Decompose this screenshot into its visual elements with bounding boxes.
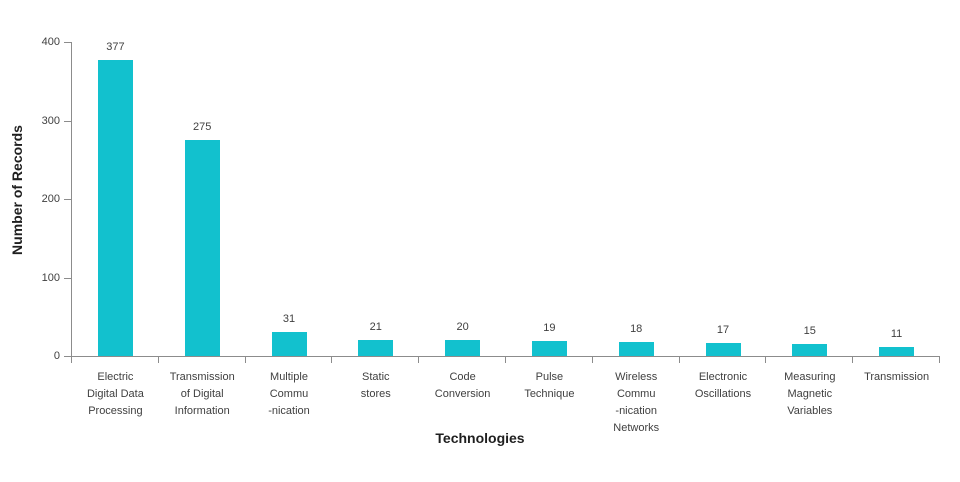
x-category-label-line: Variables bbox=[787, 405, 833, 417]
bar-value-label: 11 bbox=[890, 328, 903, 341]
bar-value-label: 275 bbox=[193, 121, 212, 134]
x-category-label-line: -nication bbox=[268, 405, 310, 417]
x-category-label: Electronic Oscillations bbox=[674, 369, 773, 403]
y-tick-label: 0 bbox=[53, 350, 60, 362]
x-category-label-line: Digital Data bbox=[86, 388, 144, 400]
x-tick-mark bbox=[244, 357, 246, 363]
x-axis-title: Technologies bbox=[435, 430, 525, 446]
y-tick-mark bbox=[64, 277, 71, 279]
y-tick-label: 300 bbox=[41, 114, 60, 127]
bar bbox=[792, 344, 828, 356]
bar-value-label: 20 bbox=[456, 321, 469, 334]
x-tick-mark bbox=[505, 357, 506, 363]
x-category-label: Transmission of Digital Information bbox=[153, 369, 252, 420]
y-tick-label: 200 bbox=[41, 193, 60, 205]
y-tick-mark bbox=[64, 120, 71, 122]
x-category-label-line: Information bbox=[174, 405, 230, 417]
bar bbox=[705, 342, 741, 356]
x-category-label-line: Transmission bbox=[864, 371, 930, 383]
x-category-label-line: Measuring bbox=[784, 371, 836, 383]
bar bbox=[184, 140, 220, 356]
x-category-label-line: Processing bbox=[88, 405, 143, 417]
x-category-label-line: Conversion bbox=[434, 388, 491, 400]
y-tick-mark bbox=[64, 199, 71, 200]
bar bbox=[445, 340, 481, 356]
x-category-label: Electric Digital Data Processing bbox=[66, 369, 165, 420]
x-category-label: Multiple Commu -nication bbox=[240, 369, 339, 420]
x-category-label-line: Transmission bbox=[169, 371, 235, 383]
x-category-label-line: -nication bbox=[615, 405, 657, 417]
bar bbox=[879, 347, 915, 356]
x-category-label-line: Code bbox=[449, 371, 476, 383]
bar bbox=[618, 341, 654, 356]
x-category-label: Measuring Magnetic Variables bbox=[760, 369, 859, 420]
x-category-label: Code Conversion bbox=[413, 369, 512, 403]
bar bbox=[97, 60, 133, 356]
y-tick-label: 400 bbox=[41, 36, 60, 48]
x-category-label-line: Oscillations bbox=[694, 388, 752, 400]
x-category-label-line: Multiple bbox=[270, 371, 308, 383]
bar bbox=[531, 341, 567, 356]
x-category-label-line: Magnetic bbox=[787, 388, 833, 400]
bar bbox=[358, 339, 394, 356]
y-tick-mark bbox=[64, 42, 71, 43]
y-tick-label: 100 bbox=[41, 271, 60, 284]
x-category-label-line: Commu bbox=[269, 388, 309, 400]
x-category-label: Pulse Technique bbox=[500, 369, 599, 403]
x-tick-mark bbox=[765, 357, 767, 363]
x-axis-line bbox=[71, 356, 940, 357]
x-category-label: Static stores bbox=[326, 369, 425, 403]
x-category-label-line: of Digital bbox=[180, 388, 224, 400]
bar-value-label: 377 bbox=[106, 41, 125, 54]
x-tick-mark bbox=[852, 357, 854, 363]
x-tick-mark bbox=[678, 357, 680, 363]
bar-value-label: 15 bbox=[803, 325, 816, 338]
x-tick-mark bbox=[418, 357, 420, 363]
x-category-label-line: Static bbox=[362, 371, 390, 383]
x-category-label-line: Networks bbox=[613, 422, 660, 434]
x-category-label-line: Technique bbox=[524, 388, 575, 400]
x-category-label-line: stores bbox=[360, 388, 391, 400]
y-tick-mark bbox=[64, 356, 71, 357]
bar-value-label: 19 bbox=[543, 322, 556, 335]
bar-value-label: 18 bbox=[630, 322, 643, 335]
x-category-label-line: Electronic bbox=[698, 371, 748, 383]
x-category-label: Wireless Commu -nication Networks bbox=[587, 369, 686, 437]
bar-value-label: 21 bbox=[369, 320, 382, 333]
x-tick-mark bbox=[939, 357, 940, 363]
x-tick-mark bbox=[157, 357, 159, 363]
bar bbox=[271, 331, 307, 356]
bar-value-label: 31 bbox=[282, 312, 296, 325]
x-category-label-line: Electric bbox=[97, 371, 134, 383]
y-axis-line bbox=[71, 42, 72, 356]
bar-value-label: 17 bbox=[716, 323, 730, 336]
x-category-label-line: Commu bbox=[616, 388, 656, 400]
x-category-label: Transmission bbox=[847, 369, 946, 386]
x-category-label-line: Wireless bbox=[615, 371, 658, 383]
x-tick-mark bbox=[71, 357, 72, 363]
x-category-label-line: Pulse bbox=[535, 371, 564, 383]
x-tick-mark bbox=[591, 357, 593, 363]
x-tick-mark bbox=[331, 357, 333, 363]
